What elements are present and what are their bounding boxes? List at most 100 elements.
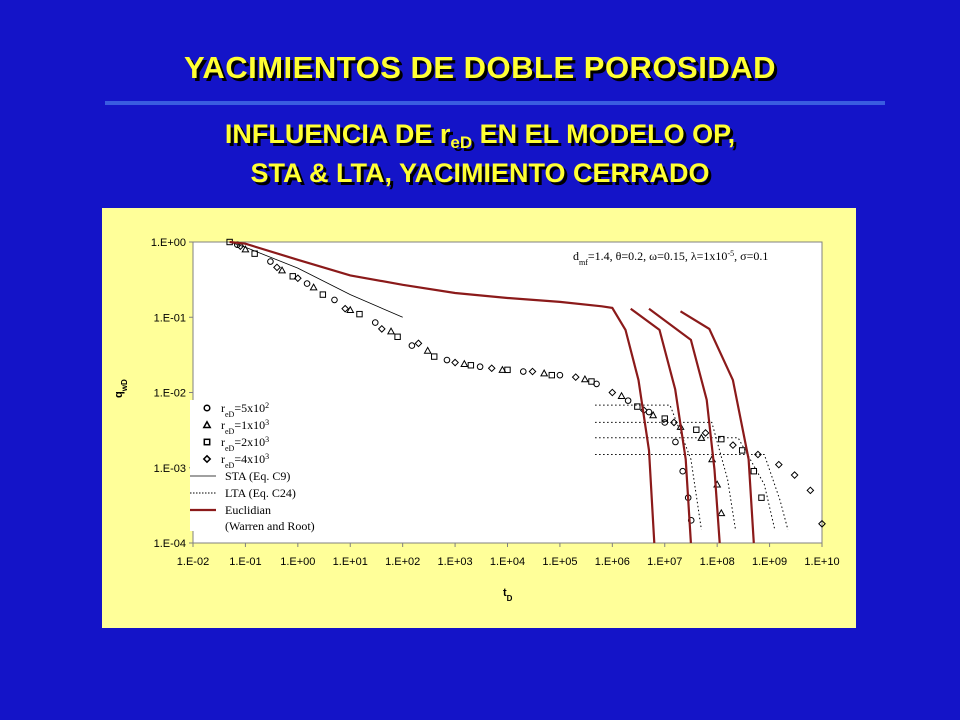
point — [693, 426, 700, 433]
legend-label: reD=5x102 — [221, 401, 269, 419]
subtitle-line: STA & LTA, YACIMIENTO CERRADO — [250, 158, 710, 188]
slide-title: YACIMIENTOS DE DOBLE POROSIDAD — [183, 50, 777, 85]
point — [790, 471, 799, 479]
legend-label-part: =2x10 — [234, 435, 265, 449]
point — [273, 263, 281, 272]
x-tick-label: 1.E+06 — [595, 556, 630, 568]
legend-label-part: eD — [225, 461, 235, 470]
x-tick-label: 1.E+01 — [333, 556, 368, 568]
series-line — [630, 307, 692, 544]
point — [528, 367, 537, 376]
point — [754, 450, 762, 459]
x-tick-label: 1.E+08 — [700, 556, 735, 568]
point — [443, 356, 451, 364]
point — [278, 266, 287, 274]
point — [701, 429, 710, 437]
point — [371, 319, 379, 326]
point — [203, 404, 211, 412]
annotation: dmf=1.4, θ=0.2, ω=0.15, λ=1x10-5, σ=0.1 — [573, 249, 768, 267]
x-axis-label-part: D — [507, 594, 513, 603]
point — [377, 324, 386, 333]
point — [431, 353, 438, 360]
legend-label-part: Euclidian — [225, 503, 271, 517]
y-tick-label: 1.E-04 — [154, 538, 186, 550]
legend-label-part: 2 — [265, 401, 269, 410]
legend-label: LTA (Eq. C24) — [225, 486, 296, 500]
point — [504, 366, 511, 374]
subtitle-line: INFLUENCIA DE reD EN EL MODELO OP, — [0, 119, 960, 152]
point — [758, 494, 765, 501]
point — [293, 274, 302, 283]
point — [202, 420, 212, 429]
series-line — [595, 404, 702, 530]
subtitle-part: INFLUENCIA DE r — [224, 119, 451, 149]
legend-label: reD=4x103 — [221, 452, 269, 470]
y-axis-label-part: q — [113, 391, 125, 398]
point — [718, 435, 725, 443]
series-line — [229, 241, 403, 318]
legend-label-part: r — [221, 452, 225, 466]
point — [634, 403, 641, 410]
y-axis-label: qwD — [113, 379, 129, 398]
x-tick-label: 1.E+02 — [385, 556, 420, 568]
legend-label-part: (Warren and Root) — [225, 519, 315, 533]
point — [331, 296, 338, 304]
x-tick-label: 1.E-02 — [177, 556, 209, 568]
legend-label-part: eD — [225, 427, 235, 436]
point — [267, 258, 274, 265]
x-tick-label: 1.E+03 — [437, 556, 472, 568]
x-tick-label: 1.E+07 — [647, 556, 682, 568]
point — [451, 358, 459, 367]
point — [649, 410, 658, 419]
point — [476, 363, 484, 371]
point — [588, 378, 595, 385]
point — [341, 304, 350, 313]
point — [624, 397, 632, 404]
point — [202, 454, 212, 464]
legend-label: Euclidian (Warren and Root) — [225, 503, 315, 533]
legend-label-part: r — [221, 435, 225, 449]
y-tick-label: 1.E-02 — [154, 388, 186, 400]
point — [408, 342, 416, 349]
legend-label-part: 3 — [265, 435, 269, 444]
point — [241, 245, 250, 253]
x-tick-label: 1.E+05 — [542, 556, 577, 568]
x-tick-label: 1.E+00 — [280, 556, 315, 568]
x-tick-label: 1.E-01 — [229, 556, 261, 568]
point — [346, 305, 355, 314]
point — [423, 346, 432, 354]
legend-label-part: =5x10 — [234, 401, 265, 415]
point — [548, 371, 555, 379]
point — [319, 291, 327, 298]
annotation-part: d — [573, 249, 579, 263]
legend-box — [190, 400, 348, 531]
point — [580, 375, 589, 383]
legend-label-part: 3 — [265, 452, 269, 461]
y-tick-label: 1.E+00 — [151, 237, 186, 249]
point — [203, 438, 211, 446]
point — [645, 408, 653, 416]
point — [289, 273, 296, 280]
subtitle-sub: eD — [450, 133, 473, 152]
y-tick-label: 1.E-01 — [154, 312, 186, 324]
point — [386, 327, 396, 335]
legend-label-part: STA (Eq. C9) — [225, 469, 290, 483]
x-tick-label: 1.E+04 — [490, 556, 525, 568]
point — [303, 280, 311, 287]
legend-label-part: r — [221, 401, 225, 415]
legend-label: STA (Eq. C9) — [225, 469, 290, 483]
point — [394, 333, 401, 340]
legend-label-part: eD — [225, 444, 235, 453]
point — [672, 438, 679, 446]
x-axis-label: tD — [503, 587, 513, 603]
legend-label-part: r — [221, 418, 225, 432]
point — [498, 365, 507, 373]
series-line — [595, 454, 789, 530]
point — [467, 362, 475, 369]
point — [356, 310, 363, 318]
annotation-part: , σ=0.1 — [734, 249, 768, 263]
point — [556, 371, 564, 379]
point — [617, 391, 626, 400]
title-rule — [105, 101, 885, 105]
